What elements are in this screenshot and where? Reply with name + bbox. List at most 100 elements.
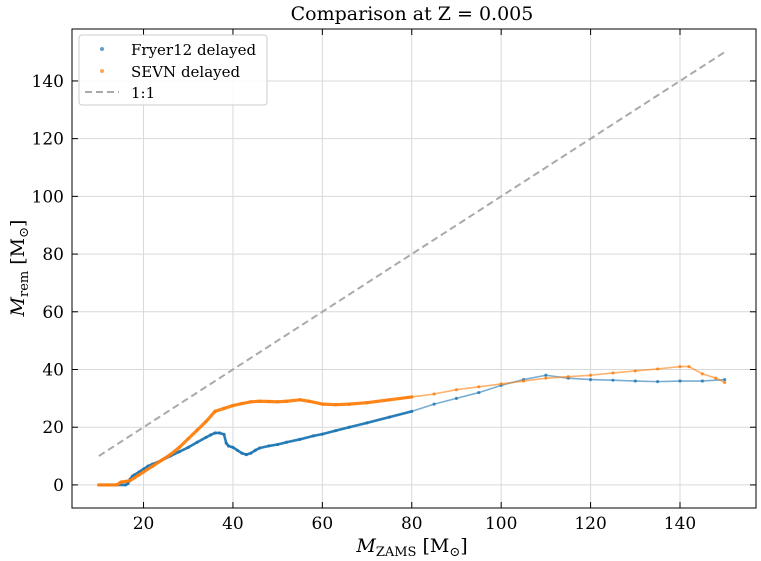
series-0-point [231, 445, 235, 450]
x-axis-label-unit: [M [422, 535, 449, 557]
series-1-point [195, 428, 199, 432]
series-0-point [387, 415, 392, 419]
series-1-point [258, 399, 262, 403]
y-axis-label-unit-close: ] [7, 220, 29, 227]
series-1-point [566, 375, 570, 379]
series-1-point [387, 398, 392, 402]
series-0-point [258, 446, 262, 450]
series-0 [97, 373, 727, 487]
x-tick-label: 20 [133, 514, 155, 534]
series-1-point [213, 409, 217, 413]
series-1-segment [500, 380, 525, 385]
series-0-point [208, 433, 213, 437]
x-axis-label-sub: ZAMS [376, 545, 417, 560]
series-1-point [714, 376, 718, 380]
series-0-segment [478, 384, 502, 394]
series-1-point [588, 373, 593, 377]
series-0-point [235, 448, 240, 452]
x-axis-label: MZAMS [M⊙] [355, 535, 467, 560]
x-tick-label: 140 [664, 514, 696, 534]
series-0-point [276, 442, 280, 447]
series-1-segment [612, 370, 637, 374]
x-tick-label: 120 [574, 514, 606, 534]
legend: Fryer12 delayed SEVN delayed 1:1 [78, 34, 268, 106]
series-1-segment [141, 464, 155, 474]
series-0-point [244, 453, 248, 457]
series-0-point [213, 431, 217, 435]
series-1-point [276, 400, 280, 404]
series-0-segment [347, 421, 369, 429]
series-0-segment [388, 410, 414, 419]
series-1-segment [150, 458, 164, 468]
series-0-point [253, 448, 257, 452]
series-1-point [365, 401, 369, 405]
series-1-point [267, 399, 271, 404]
series-1-segment [545, 375, 570, 379]
series-1-point [320, 402, 324, 406]
series-0-point [611, 378, 615, 382]
y-tick-label: 140 [32, 72, 64, 92]
series-1-segment [195, 419, 208, 432]
series-1-point [240, 401, 244, 406]
series-0-point [633, 379, 637, 383]
series-0-point [347, 425, 351, 429]
series-1-point [106, 483, 110, 487]
series-1-point [678, 365, 682, 369]
series-1-segment [567, 374, 592, 378]
series-1-point [334, 403, 338, 407]
y-tick-label: 100 [32, 187, 64, 207]
series-0-point [454, 396, 459, 400]
series-1-point [119, 480, 123, 484]
series-1-segment [656, 365, 681, 370]
y-axis-label-unit-sub: ⊙ [17, 227, 32, 238]
series-1-point [137, 473, 141, 477]
series-1-segment [159, 453, 172, 462]
series-0-point [432, 402, 436, 406]
series-1-segment [714, 377, 726, 384]
series-0-point [240, 451, 244, 455]
series-0-segment [589, 378, 614, 381]
series-1-point [544, 376, 548, 380]
legend-box [78, 34, 268, 106]
y-tick-label: 60 [42, 303, 64, 323]
plot-frame [71, 28, 757, 509]
series-0-point [217, 431, 222, 435]
series-0-point [656, 380, 660, 384]
series-1-segment [186, 428, 199, 441]
series-0-point [678, 379, 682, 383]
series-1-point [656, 367, 660, 371]
series-1-point [499, 382, 503, 386]
y-axis-label: Mrem [M⊙] [7, 220, 32, 318]
series-1-point [477, 385, 481, 389]
series-1-segment [455, 386, 480, 391]
series-layer [97, 51, 727, 487]
series-1-point [115, 483, 119, 487]
y-axis-label-unit: [M [7, 238, 29, 265]
x-axis-label-unit-close: ] [460, 535, 467, 557]
series-1-point [168, 453, 172, 457]
series-0-point [410, 409, 414, 413]
series-1 [97, 365, 727, 487]
series-0-point [588, 377, 593, 382]
series-1-segment [320, 402, 338, 407]
series-1-point [150, 464, 155, 468]
series-0-point [195, 440, 199, 444]
x-axis-label-unit-sub: ⊙ [449, 545, 460, 560]
series-1-point [97, 483, 101, 487]
axis-ticks: 20 40 60 80 100 120 140 0 20 40 60 80 100 120 140 [32, 29, 756, 534]
series-1-point [204, 419, 208, 424]
series-0-point [544, 373, 548, 377]
x-tick-label: 80 [401, 514, 423, 534]
series-0-segment [634, 380, 659, 383]
y-axis-label-sub: rem [17, 271, 32, 297]
series-0-point [723, 377, 727, 382]
series-0-point [186, 445, 190, 450]
legend-label-identity: 1:1 [131, 84, 155, 102]
x-tick-label: 100 [485, 514, 517, 534]
series-0-point [224, 441, 228, 445]
series-1-point [298, 398, 302, 402]
series-1-segment [168, 445, 181, 457]
series-1-point [177, 445, 181, 450]
series-0-segment [522, 374, 547, 381]
series-0-point [477, 390, 481, 395]
